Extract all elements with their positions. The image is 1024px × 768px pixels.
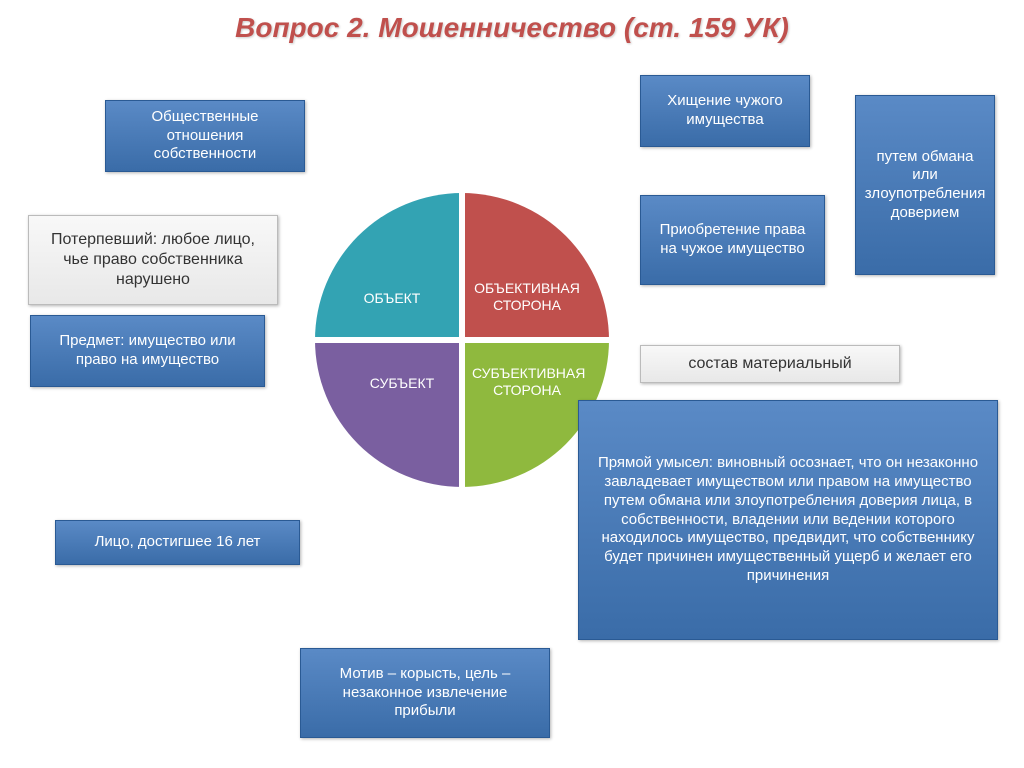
quadrant-label-objective: ОБЪЕКТИВНАЯ СТОРОНА [472, 280, 582, 314]
box-subject-matter: Предмет: имущество или право на имуществ… [30, 315, 265, 387]
box-composition: состав материальный [640, 345, 900, 383]
box-relations: Общественные отношения собственности [105, 100, 305, 172]
box-victim: Потерпевший: любое лицо, чье право собст… [28, 215, 278, 305]
quadrant-label-subjective: СУБЪЕКТИВНАЯ СТОРОНА [472, 365, 582, 399]
page-title: Вопрос 2. Мошенничество (ст. 159 УК) [0, 12, 1024, 44]
box-motive: Мотив – корысть, цель – незаконное извле… [300, 648, 550, 738]
box-age: Лицо, достигшее 16 лет [55, 520, 300, 565]
pie-chart: ОБЪЕКТ ОБЪЕКТИВНАЯ СТОРОНА СУБЪЕКТИВНАЯ … [312, 190, 612, 490]
quadrant-label-object: ОБЪЕКТ [347, 290, 437, 307]
box-theft: Хищение чужого имущества [640, 75, 810, 147]
quadrant-label-subject: СУБЪЕКТ [357, 375, 447, 392]
box-intent: Прямой умысел: виновный осознает, что он… [578, 400, 998, 640]
box-means: путем обмана или злоупотребления доверие… [855, 95, 995, 275]
box-acquire: Приобретение права на чужое имущество [640, 195, 825, 285]
